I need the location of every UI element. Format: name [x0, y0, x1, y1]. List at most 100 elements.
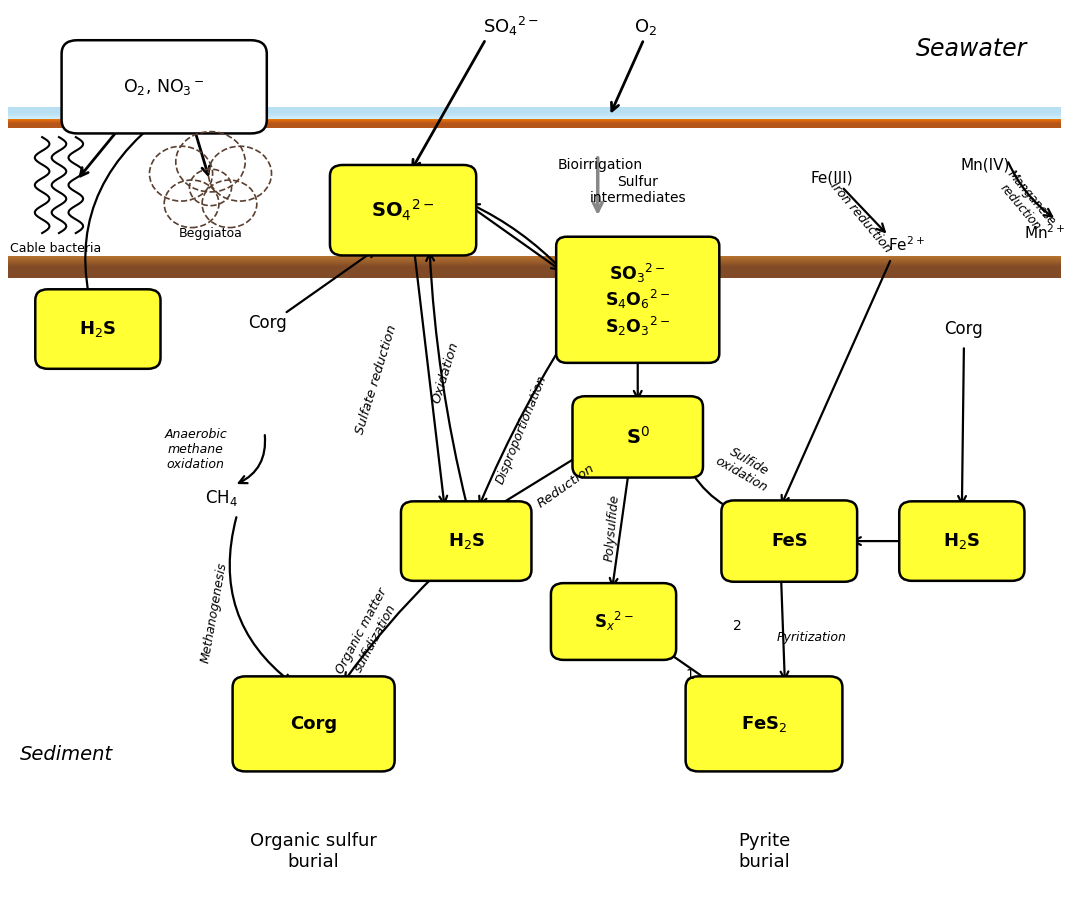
Bar [9, 122, 1061, 126]
Bar [9, 261, 1061, 272]
Bar [9, 119, 1061, 123]
Bar [9, 259, 1061, 270]
Bar [9, 123, 1061, 128]
Text: Cable bacteria: Cable bacteria [11, 242, 101, 255]
Bar [9, 111, 1061, 117]
Bar [9, 122, 1061, 126]
Bar [9, 121, 1061, 125]
Bar [9, 111, 1061, 116]
Text: 2: 2 [733, 619, 742, 633]
FancyBboxPatch shape [685, 676, 842, 771]
Bar [9, 112, 1061, 119]
Bar [9, 257, 1061, 268]
Bar [9, 260, 1061, 271]
Text: Corg: Corg [944, 320, 983, 338]
Bar [9, 121, 1061, 125]
Bar [9, 112, 1061, 118]
Bar [9, 120, 1061, 124]
Bar [9, 267, 1061, 278]
Bar [9, 259, 1061, 270]
Text: SO$_4$$^{2-}$: SO$_4$$^{2-}$ [371, 197, 435, 223]
Bar [9, 266, 1061, 277]
Text: Seawater: Seawater [916, 37, 1027, 61]
Bar [9, 260, 1061, 271]
Bar [9, 120, 1061, 124]
Bar [9, 110, 1061, 115]
Bar [9, 256, 1061, 267]
Bar [9, 260, 1061, 271]
Bar [9, 122, 1061, 126]
Bar [9, 267, 1061, 278]
Bar [9, 260, 1061, 271]
Bar [9, 119, 1061, 124]
Text: Disproportionation: Disproportionation [494, 373, 549, 486]
Bar [9, 263, 1061, 274]
Bar [9, 264, 1061, 275]
Bar [9, 263, 1061, 274]
Bar [9, 107, 1061, 113]
Bar [9, 262, 1061, 273]
Bar [9, 109, 1061, 114]
Text: O$_2$: O$_2$ [633, 16, 657, 37]
Bar [9, 260, 1061, 271]
Bar [9, 110, 1061, 116]
Text: Anaerobic
methane
oxidation: Anaerobic methane oxidation [164, 428, 227, 472]
Text: Iron reduction: Iron reduction [827, 180, 894, 255]
Bar [9, 257, 1061, 268]
FancyBboxPatch shape [401, 502, 532, 581]
Text: H$_2$S: H$_2$S [79, 319, 116, 339]
Bar [9, 265, 1061, 276]
Bar [9, 122, 1061, 127]
Text: FeS: FeS [771, 532, 808, 550]
Text: 1: 1 [685, 667, 695, 682]
Text: Reduction: Reduction [535, 462, 597, 511]
Bar [9, 108, 1061, 113]
Bar [9, 261, 1061, 272]
Text: Polysulfide: Polysulfide [603, 494, 621, 562]
Bar [9, 258, 1061, 269]
Text: Pyritization: Pyritization [777, 632, 846, 644]
Bar [9, 262, 1061, 273]
Bar [9, 263, 1061, 274]
Text: SO$_4$$^{2-}$: SO$_4$$^{2-}$ [483, 15, 539, 38]
Text: O$_2$, NO$_3$$^-$: O$_2$, NO$_3$$^-$ [124, 77, 205, 97]
FancyBboxPatch shape [62, 40, 266, 133]
Text: Organic sulfur
burial: Organic sulfur burial [251, 833, 377, 871]
Bar [9, 112, 1061, 117]
Text: FeS$_2$: FeS$_2$ [741, 714, 787, 734]
Bar [9, 262, 1061, 273]
Text: Sulfate reduction: Sulfate reduction [354, 323, 400, 436]
Bar [9, 262, 1061, 273]
Bar [9, 108, 1061, 113]
FancyBboxPatch shape [35, 289, 161, 368]
Bar [9, 112, 1061, 118]
Bar [9, 261, 1061, 272]
Bar [9, 264, 1061, 275]
Bar [9, 266, 1061, 277]
Bar [9, 260, 1061, 271]
Bar [9, 110, 1061, 115]
Text: S$^0$: S$^0$ [626, 426, 649, 448]
Bar [9, 112, 1061, 118]
FancyBboxPatch shape [232, 676, 394, 771]
Bar [9, 121, 1061, 125]
Bar [9, 123, 1061, 128]
Bar [9, 260, 1061, 271]
Text: Manganese
reduction: Manganese reduction [994, 168, 1059, 238]
Bar [9, 263, 1061, 274]
Bar [9, 122, 1061, 127]
Text: Corg: Corg [248, 314, 287, 332]
FancyBboxPatch shape [572, 397, 702, 477]
Bar [9, 265, 1061, 276]
Bar [9, 122, 1061, 127]
Bar [9, 122, 1061, 127]
Bar [9, 120, 1061, 124]
Bar [9, 256, 1061, 267]
Text: H$_2$S: H$_2$S [943, 531, 981, 551]
Text: Corg: Corg [290, 715, 337, 733]
Text: SO$_3$$^{2-}$
S$_4$O$_6$$^{2-}$
S$_2$O$_3$$^{2-}$: SO$_3$$^{2-}$ S$_4$O$_6$$^{2-}$ S$_2$O$_… [605, 261, 671, 338]
Bar [9, 265, 1061, 276]
Bar [9, 119, 1061, 123]
Bar [9, 266, 1061, 277]
Bar [9, 263, 1061, 274]
